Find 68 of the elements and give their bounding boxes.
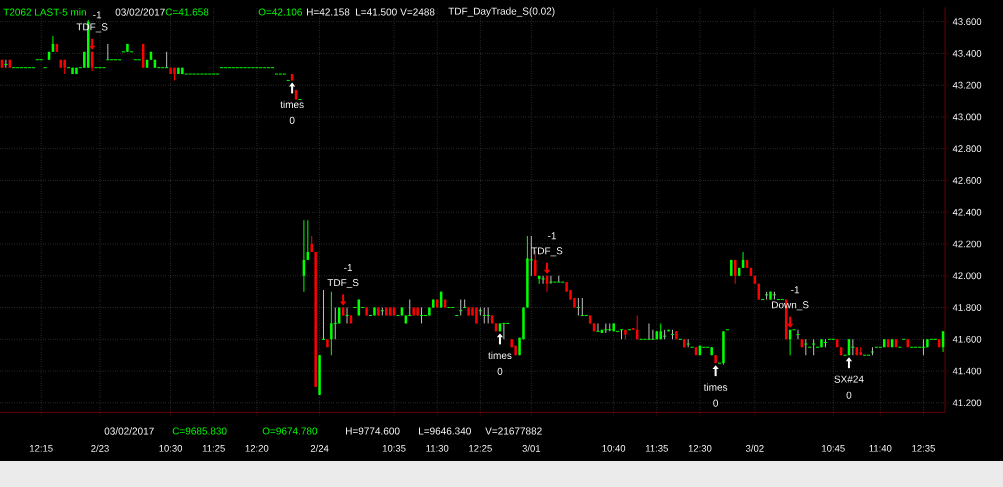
x-tick-label: 12:20 [245,444,269,452]
x-tick-label: 3/01 [522,444,541,452]
annotation: -1 [791,286,800,294]
x-tick-label: 12:35 [912,444,935,452]
candlestick [646,322,652,340]
candlestick [330,291,333,356]
x-tick-label: 3/02 [745,444,764,452]
annotation: H=42.158 [307,8,350,16]
x-tick-label: 12:30 [688,444,712,452]
candlestick [541,275,546,285]
text: L=9646.340 [419,427,471,435]
candlestick [576,297,581,316]
x-tick-label: 2/23 [91,444,109,452]
annotation: SX#24 [834,375,864,383]
annotation: 03/02/2017 [115,8,165,16]
x-tick-label: 2/24 [310,444,329,452]
candlestick [795,329,801,340]
x-tick-label: 10:45 [822,444,845,452]
annotation: V=2488 [400,8,435,16]
y-tick-label: 43.600 [952,18,982,26]
y-tick-label: 41.400 [952,367,982,375]
annotation: -1 [344,264,353,271]
annotation: O=42.106 [258,8,302,16]
candlestick [650,329,655,340]
annotation: times [488,351,512,360]
annotation: 0 [713,399,719,407]
x-tick-label: 11:30 [426,444,449,452]
annotation: 0 [497,367,503,375]
y-tick-label: 42.600 [952,177,982,184]
annotation: TDF_DayTrade_S(0.02) [448,7,555,17]
y-tick-label: 42.400 [952,208,982,216]
candlestick [321,289,326,340]
y-tick-label: 43.000 [952,113,982,121]
candlestick [548,275,553,285]
annotation: -1 [93,11,102,19]
annotation: -1 [548,232,556,240]
x-tick-label: 10:40 [602,444,626,452]
text: 03/02/2017 [104,427,154,435]
y-tick-label: 42.000 [952,272,982,280]
candlestick [105,43,110,61]
candlestick [164,51,169,69]
y-tick-label: 41.600 [952,335,982,343]
text: C=9685.830 [172,427,227,435]
x-tick-label: 12:15 [30,444,53,452]
x-tick-label: 11:35 [645,444,668,452]
annotation: times [703,383,728,391]
y-tick-label: 42.800 [952,145,982,153]
x-tick-label: 10:35 [382,444,406,452]
x-tick-label: 11:40 [869,444,892,452]
annotation: 0 [289,116,295,124]
x-tick-label: 10:30 [159,444,183,452]
x-tick-label: 11:25 [202,444,225,452]
text: O=9674.780 [262,427,318,435]
annotation: C=41.658 [165,8,209,16]
y-tick-label: 43.200 [952,81,982,89]
text: H=9774.600 [346,427,400,435]
annotation: L=41.500 [356,8,397,16]
x-tick-label: 12:25 [469,444,492,452]
y-tick-label: 43.400 [952,50,982,57]
text: V=21677882 [485,427,542,435]
y-tick-label: 41.800 [952,304,982,311]
annotation: T2062 LAST-5 min [3,8,86,16]
y-tick-label: 42.200 [952,240,982,248]
annotation: times [280,100,304,109]
annotation: 0 [846,391,852,399]
y-tick-label: 41.200 [952,399,982,407]
annotation: TDF_S [327,279,359,289]
candlestick [580,297,585,316]
